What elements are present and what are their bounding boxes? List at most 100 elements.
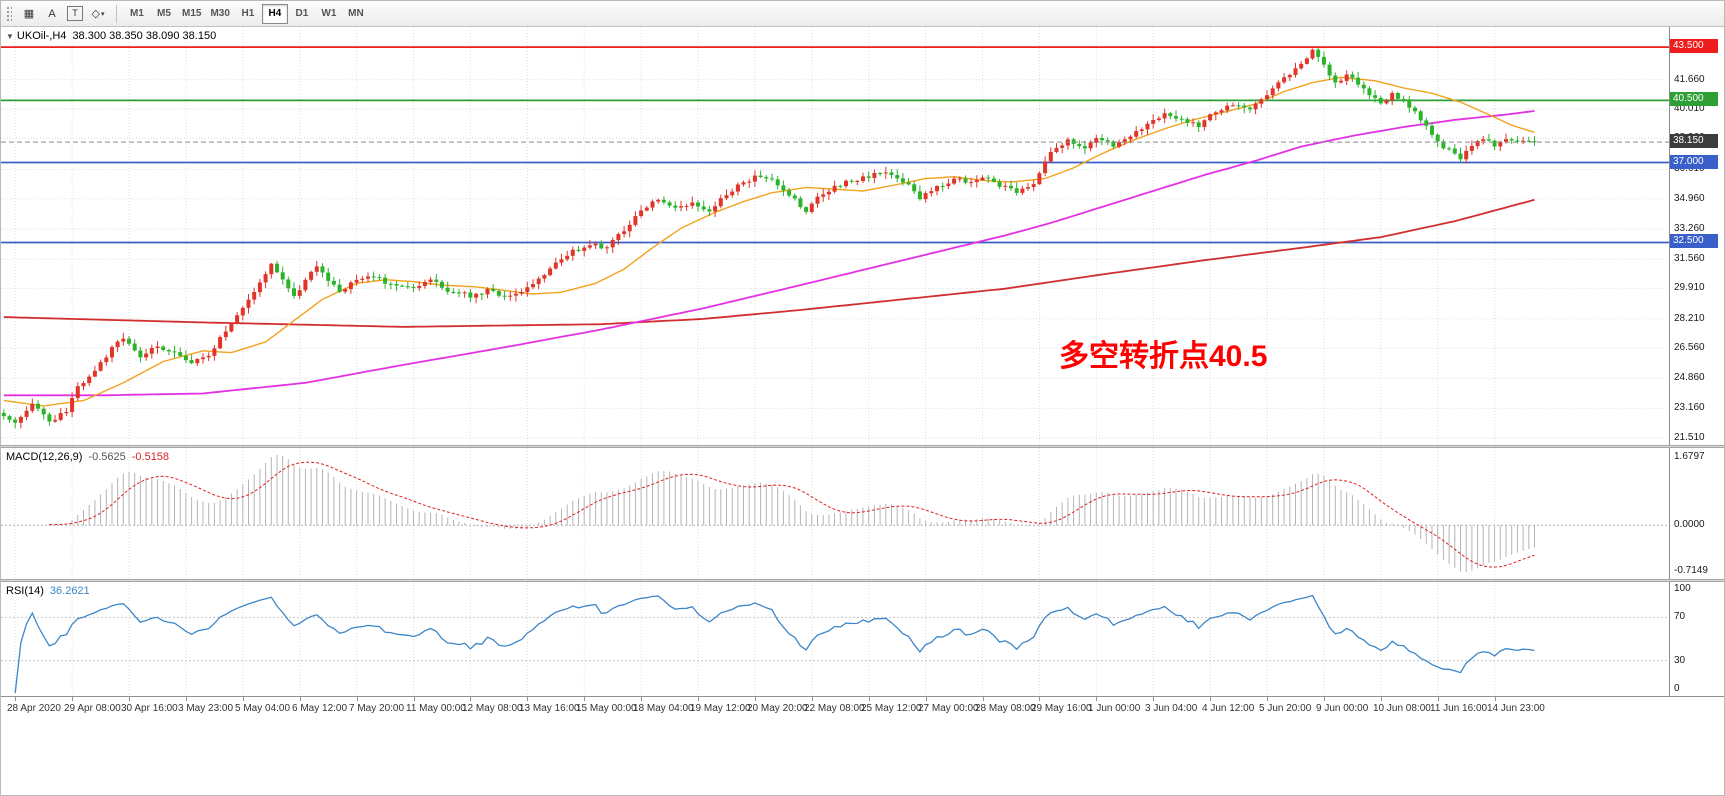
time-axis-label: 6 May 12:00 (292, 703, 348, 714)
text-t-icon: T (67, 6, 83, 21)
price-scale-label: 26.560 (1674, 342, 1705, 353)
time-axis-tick (1381, 697, 1382, 701)
rsi-scale-label: 100 (1674, 583, 1691, 594)
panel-separator[interactable] (1, 579, 1724, 582)
chart-grid-tool-button[interactable]: ▦ (18, 4, 40, 24)
time-axis-label: 29 Apr 08:00 (64, 703, 121, 714)
symbol-dropdown-arrow-icon[interactable]: ▼ (6, 32, 14, 41)
time-axis-label: 28 May 08:00 (975, 703, 1036, 714)
rsi-title: RSI(14) 36.2621 (6, 585, 90, 597)
timeframe-w1-button[interactable]: W1 (316, 4, 342, 24)
time-axis-label: 28 Apr 2020 (7, 703, 61, 714)
time-axis-label: 4 Jun 12:00 (1202, 703, 1255, 714)
current-price-badge: 38.150 (1670, 134, 1718, 149)
toolbar-drag-handle[interactable] (6, 5, 12, 22)
ma-fast-line (3, 76, 1535, 407)
timeframe-m30-button[interactable]: M30 (206, 4, 233, 24)
time-axis[interactable]: 28 Apr 2020 29 Apr 08:00 30 Apr 16:00 3 May… (1, 696, 1724, 719)
timeframe-mn-button[interactable]: MN (343, 4, 369, 24)
price-scale-label: 40.010 (1674, 103, 1705, 115)
time-axis-label: 3 May 23:00 (178, 703, 234, 714)
macd-panel[interactable]: MACD(12,26,9) -0.5625 -0.5158 (1, 448, 1669, 579)
time-axis-label: 7 May 20:00 (349, 703, 405, 714)
time-axis-label: 3 Jun 04:00 (1145, 703, 1198, 714)
time-axis-tick (698, 697, 699, 701)
rsi-scale[interactable]: 100 70 30 0 (1669, 582, 1724, 696)
time-axis-tick (869, 697, 870, 701)
time-axis-label: 22 May 08:00 (804, 703, 865, 714)
price-scale-label: 28.210 (1674, 312, 1705, 324)
time-axis-tick (1324, 697, 1325, 701)
price-line-badge: 43.500 (1670, 39, 1718, 54)
time-axis-tick (1495, 697, 1496, 701)
time-axis-tick (1096, 697, 1097, 701)
rsi-scale-label: 70 (1674, 611, 1686, 623)
symbol-label: UKOil-,H4 (16, 30, 67, 42)
rsi-panel[interactable]: RSI(14) 36.2621 (1, 582, 1669, 696)
time-axis-label: 13 May 16:00 (519, 703, 580, 714)
toolbar-separator (116, 4, 117, 23)
price-scale-label: 24.860 (1674, 372, 1705, 384)
label-a-icon: A (48, 7, 56, 20)
text-tool-button[interactable]: T (64, 4, 86, 24)
timeframe-m5-button[interactable]: M5 (151, 4, 177, 24)
time-axis-label: 18 May 04:00 (633, 703, 694, 714)
price-scale-label: 33.260 (1674, 222, 1705, 234)
time-axis-label: 25 May 12:00 (861, 703, 922, 714)
price-chart-canvas[interactable] (1, 27, 1669, 445)
chart-grid-icon: ▦ (23, 8, 35, 20)
shapes-tool-button[interactable]: ◇ ▾ (87, 4, 109, 24)
rsi-line (14, 594, 1535, 694)
time-axis-tick (983, 697, 984, 701)
shapes-icon: ◇ (91, 8, 100, 20)
timeframe-m15-button[interactable]: M15 (178, 4, 205, 24)
price-chart-panel[interactable]: ▼ UKOil-,H4 38.300 38.350 38.090 38.150 多空… (1, 27, 1669, 445)
macd-scale[interactable]: 1.6797 0.0000 -0.7149 (1669, 448, 1724, 579)
price-scale-label: 36.610 (1674, 163, 1705, 175)
time-axis-tick (243, 697, 244, 701)
time-axis-label: 5 Jun 20:00 (1259, 703, 1312, 714)
timeframe-m1-button[interactable]: M1 (124, 4, 150, 24)
macd-canvas[interactable] (1, 448, 1669, 579)
time-axis-tick (1438, 697, 1439, 701)
price-scale[interactable]: 41.66040.01038.36036.61034.96033.26031.5… (1669, 27, 1724, 445)
price-scale-label: 29.910 (1674, 282, 1705, 294)
rsi-scale-label: 30 (1674, 654, 1686, 666)
macd-main-value: -0.5625 (88, 451, 126, 463)
rsi-value: 36.2621 (49, 585, 90, 597)
rsi-canvas[interactable] (1, 582, 1669, 696)
chevron-down-icon: ▾ (100, 10, 105, 18)
time-axis-label: 9 Jun 00:00 (1316, 703, 1369, 714)
timeframe-h1-button[interactable]: H1 (235, 4, 261, 24)
time-axis-tick (812, 697, 813, 701)
toolbar: ▦ A T ◇ ▾ M1 M5 M15 M30 H1 H4 D1 W1 MN (1, 1, 1724, 27)
time-axis-label: 1 Jun 00:00 (1088, 703, 1141, 714)
time-axis-tick (186, 697, 187, 701)
time-axis-label: 15 May 00:00 (576, 703, 637, 714)
label-tool-button[interactable]: A (41, 4, 63, 24)
timeframe-h4-button[interactable]: H4 (261, 3, 288, 24)
rsi-scale-label: 0 (1674, 683, 1680, 694)
time-axis-tick (1039, 697, 1040, 701)
time-axis-tick (15, 697, 16, 701)
time-axis-tick (1267, 697, 1268, 701)
chart-title: ▼ UKOil-,H4 38.300 38.350 38.090 38.150 (6, 30, 216, 42)
price-scale-label: 21.510 (1674, 431, 1705, 443)
macd-scale-label: 0.0000 (1674, 519, 1705, 531)
time-axis-tick (527, 697, 528, 701)
macd-signal-value: -0.5158 (131, 451, 170, 463)
time-axis-tick (641, 697, 642, 701)
macd-histogram (48, 455, 1535, 572)
time-axis-label: 11 May 00:00 (406, 703, 466, 714)
chart-annotation: 多空转折点40.5 (1059, 340, 1268, 373)
timeframe-d1-button[interactable]: D1 (289, 4, 315, 24)
price-line-badge: 32.500 (1670, 234, 1718, 249)
macd-name: MACD(12,26,9) (6, 451, 83, 463)
time-axis-label: 20 May 20:00 (747, 703, 808, 714)
panel-separator[interactable] (1, 445, 1724, 448)
price-scale-label: 34.960 (1674, 192, 1705, 204)
time-axis-label: 11 Jun 16:00 (1430, 703, 1488, 714)
macd-scale-label: -0.7149 (1674, 565, 1708, 576)
time-axis-tick (1210, 697, 1211, 701)
macd-title: MACD(12,26,9) -0.5625 -0.5158 (6, 451, 169, 463)
